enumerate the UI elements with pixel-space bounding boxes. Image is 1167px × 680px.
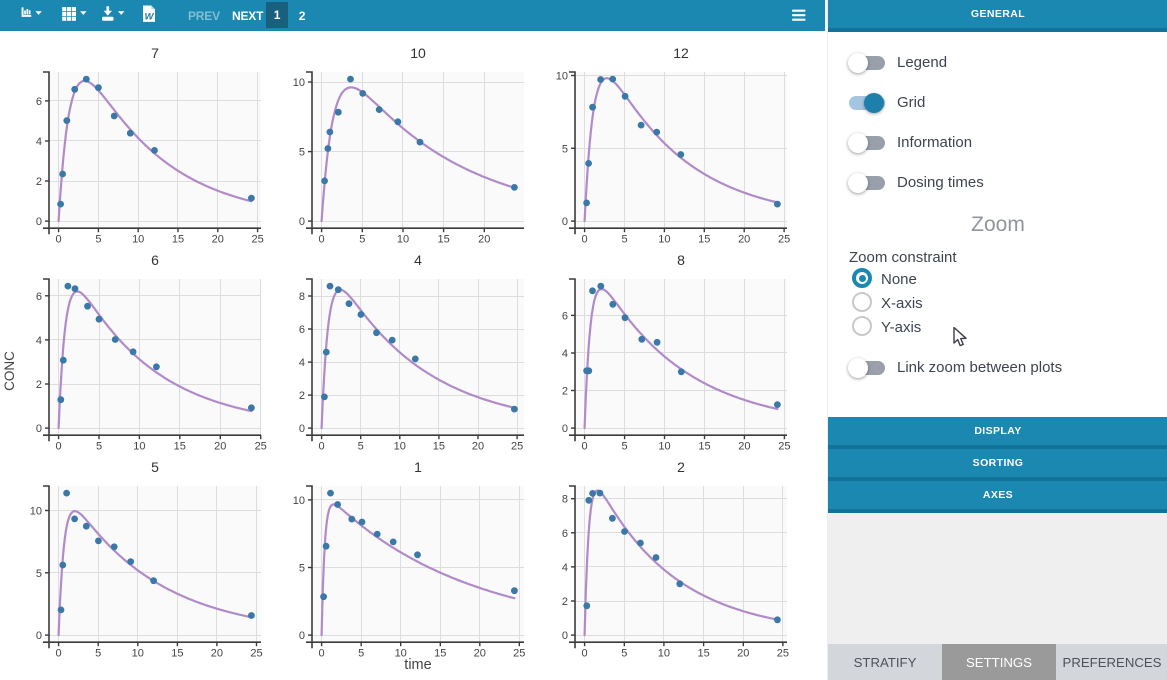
svg-text:2: 2 — [562, 386, 568, 398]
svg-text:4: 4 — [414, 252, 422, 268]
svg-text:4: 4 — [36, 335, 42, 347]
svg-text:25: 25 — [251, 234, 263, 246]
svg-text:0: 0 — [319, 648, 325, 660]
svg-text:0: 0 — [582, 441, 588, 453]
svg-text:20: 20 — [738, 441, 750, 453]
svg-text:6: 6 — [299, 324, 305, 336]
svg-text:0: 0 — [299, 216, 305, 228]
svg-text:5: 5 — [562, 143, 568, 155]
svg-text:0: 0 — [562, 216, 568, 228]
svg-text:6: 6 — [151, 252, 159, 268]
svg-text:0: 0 — [319, 234, 325, 246]
svg-text:6: 6 — [36, 291, 42, 303]
svg-text:25: 25 — [778, 441, 790, 453]
svg-text:5: 5 — [36, 568, 42, 580]
svg-text:10: 10 — [132, 648, 144, 660]
svg-text:10: 10 — [658, 441, 670, 453]
svg-text:5: 5 — [621, 648, 627, 660]
svg-text:10: 10 — [397, 234, 409, 246]
svg-text:15: 15 — [698, 441, 710, 453]
svg-text:20: 20 — [737, 648, 749, 660]
svg-text:25: 25 — [778, 234, 790, 246]
svg-text:4: 4 — [562, 562, 568, 574]
svg-text:20: 20 — [478, 234, 490, 246]
svg-text:10: 10 — [658, 648, 670, 660]
svg-text:20: 20 — [214, 441, 226, 453]
svg-text:0: 0 — [319, 441, 325, 453]
svg-text:10: 10 — [30, 506, 42, 518]
svg-text:0: 0 — [56, 441, 62, 453]
svg-text:10: 10 — [556, 71, 568, 83]
svg-text:5: 5 — [95, 648, 101, 660]
svg-text:25: 25 — [255, 441, 267, 453]
svg-text:15: 15 — [171, 648, 183, 660]
svg-text:15: 15 — [698, 234, 710, 246]
svg-text:25: 25 — [777, 648, 789, 660]
svg-text:6: 6 — [562, 310, 568, 322]
svg-text:0: 0 — [36, 630, 42, 642]
svg-text:0: 0 — [582, 234, 588, 246]
svg-text:8: 8 — [677, 252, 685, 268]
svg-text:20: 20 — [474, 648, 486, 660]
svg-text:10: 10 — [293, 77, 305, 89]
svg-text:10: 10 — [293, 495, 305, 507]
svg-text:12: 12 — [673, 45, 689, 61]
svg-text:20: 20 — [738, 234, 750, 246]
svg-text:0: 0 — [56, 234, 62, 246]
svg-text:5: 5 — [358, 441, 364, 453]
svg-text:15: 15 — [433, 441, 445, 453]
svg-text:5: 5 — [621, 234, 627, 246]
svg-text:2: 2 — [36, 176, 42, 188]
svg-text:20: 20 — [211, 648, 223, 660]
svg-text:15: 15 — [174, 441, 186, 453]
svg-text:20: 20 — [212, 234, 224, 246]
svg-text:W: W — [145, 12, 155, 23]
svg-text:15: 15 — [434, 648, 446, 660]
svg-text:15: 15 — [697, 648, 709, 660]
svg-text:10: 10 — [395, 648, 407, 660]
svg-text:2: 2 — [299, 390, 305, 402]
svg-text:1: 1 — [414, 459, 422, 475]
svg-text:0: 0 — [562, 630, 568, 642]
svg-text:5: 5 — [622, 441, 628, 453]
svg-text:5: 5 — [151, 459, 159, 475]
svg-text:CONC: CONC — [2, 351, 17, 391]
svg-text:0: 0 — [562, 423, 568, 435]
svg-text:0: 0 — [582, 648, 588, 660]
svg-text:0: 0 — [36, 216, 42, 228]
svg-text:5: 5 — [359, 234, 365, 246]
svg-text:25: 25 — [250, 648, 262, 660]
svg-text:5: 5 — [299, 147, 305, 159]
svg-text:0: 0 — [36, 423, 42, 435]
svg-text:2: 2 — [562, 596, 568, 608]
svg-text:10: 10 — [132, 234, 144, 246]
svg-text:5: 5 — [95, 234, 101, 246]
svg-text:2: 2 — [36, 379, 42, 391]
svg-text:15: 15 — [437, 234, 449, 246]
svg-text:0: 0 — [299, 423, 305, 435]
svg-text:10: 10 — [394, 441, 406, 453]
svg-text:4: 4 — [562, 348, 568, 360]
svg-text:5: 5 — [96, 441, 102, 453]
svg-text:10: 10 — [410, 45, 426, 61]
svg-text:2: 2 — [677, 459, 685, 475]
svg-text:10: 10 — [133, 441, 145, 453]
svg-text:0: 0 — [299, 630, 305, 642]
svg-text:7: 7 — [151, 45, 159, 61]
svg-text:0: 0 — [56, 648, 62, 660]
svg-text:time: time — [404, 657, 431, 673]
svg-text:4: 4 — [36, 136, 42, 148]
svg-text:20: 20 — [472, 441, 484, 453]
svg-text:6: 6 — [562, 528, 568, 540]
svg-text:10: 10 — [658, 234, 670, 246]
svg-text:25: 25 — [513, 648, 525, 660]
svg-text:5: 5 — [299, 563, 305, 575]
svg-text:15: 15 — [172, 234, 184, 246]
svg-text:8: 8 — [562, 494, 568, 506]
svg-text:5: 5 — [358, 648, 364, 660]
svg-text:6: 6 — [36, 96, 42, 108]
svg-text:8: 8 — [299, 291, 305, 303]
svg-text:25: 25 — [511, 441, 523, 453]
svg-text:4: 4 — [299, 357, 305, 369]
